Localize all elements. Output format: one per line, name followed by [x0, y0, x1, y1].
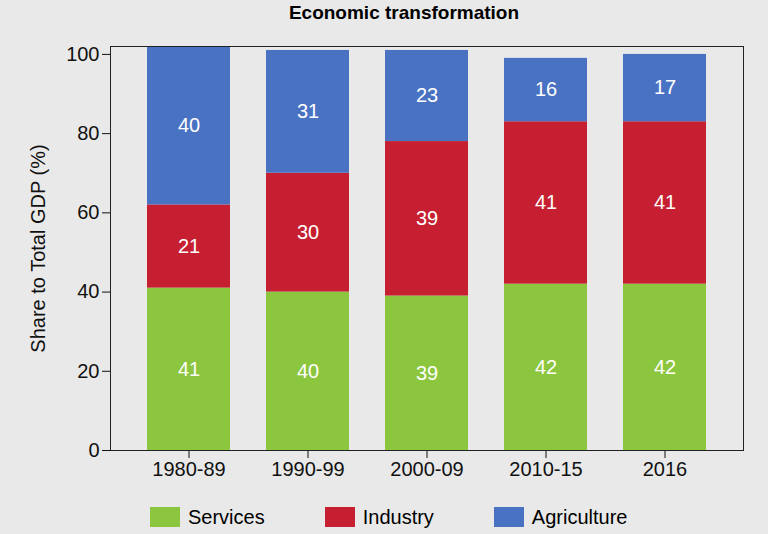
svg-text:41: 41 [178, 358, 200, 380]
svg-text:42: 42 [654, 356, 676, 378]
svg-text:2016: 2016 [643, 458, 688, 480]
html-text:Agriculture: Agriculture [531, 505, 628, 528]
html-text:Economic transformation: Economic transformation [288, 2, 520, 23]
svg-text:39: 39 [416, 362, 438, 384]
svg-text:30: 30 [297, 221, 319, 243]
svg-text:39: 39 [416, 207, 438, 229]
svg-text:100: 100 [66, 43, 99, 65]
svg-text:60: 60 [77, 201, 99, 223]
svg-text:1990-99: 1990-99 [271, 458, 344, 480]
svg-text:2000-09: 2000-09 [390, 458, 463, 480]
svg-text:21: 21 [178, 235, 200, 257]
html-text:Services: Services [188, 505, 265, 528]
svg-text:0: 0 [88, 439, 99, 461]
svg-text:23: 23 [416, 84, 438, 106]
svg-text:40: 40 [77, 280, 99, 302]
svg-text:41: 41 [654, 191, 676, 213]
svg-text:2010-15: 2010-15 [509, 458, 582, 480]
svg-text:41: 41 [535, 191, 557, 213]
svg-text:17: 17 [654, 76, 676, 98]
svg-text:42: 42 [535, 356, 557, 378]
svg-text:40: 40 [178, 114, 200, 136]
svg-text:40: 40 [297, 360, 319, 382]
svg-text:20: 20 [77, 360, 99, 382]
svg-text:31: 31 [297, 100, 319, 122]
html-text:Industry: Industry [362, 505, 434, 528]
svg-text:1980-89: 1980-89 [152, 458, 225, 480]
svg-text:Share to Total GDP (%): Share to Total GDP (%) [27, 144, 49, 352]
svg-text:80: 80 [77, 122, 99, 144]
svg-text:16: 16 [535, 78, 557, 100]
